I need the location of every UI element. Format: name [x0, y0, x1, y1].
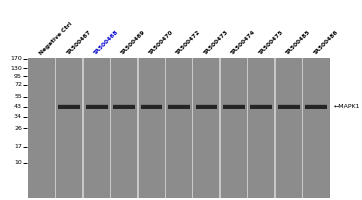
Text: TA500467: TA500467 [66, 29, 92, 56]
Bar [306, 104, 327, 105]
Text: 95: 95 [14, 73, 22, 78]
Bar [278, 105, 300, 109]
Text: TA500469: TA500469 [121, 30, 147, 56]
Bar [110, 58, 111, 198]
Bar [168, 105, 190, 109]
Text: 26: 26 [14, 126, 22, 130]
Text: 130: 130 [10, 66, 22, 71]
Bar [137, 58, 139, 198]
Text: TA500470: TA500470 [148, 30, 174, 56]
Text: Negative Ctrl: Negative Ctrl [38, 21, 73, 56]
Bar [223, 104, 245, 105]
Text: TA500486: TA500486 [313, 29, 339, 56]
Bar [302, 58, 303, 198]
Bar [82, 58, 84, 198]
Bar [141, 104, 163, 105]
Text: TA500474: TA500474 [230, 29, 257, 56]
Text: TA500472: TA500472 [176, 29, 202, 56]
Bar [113, 105, 135, 109]
Bar [168, 104, 190, 105]
Bar [58, 105, 80, 109]
Text: 170: 170 [10, 56, 22, 62]
Bar [86, 105, 108, 109]
Text: 72: 72 [14, 82, 22, 88]
Bar [274, 58, 276, 198]
Bar [195, 105, 217, 109]
Bar [55, 58, 56, 198]
Bar [164, 58, 166, 198]
Text: 17: 17 [14, 144, 22, 150]
Bar [58, 104, 80, 105]
Text: 10: 10 [14, 160, 22, 166]
Text: ←MAPK1: ←MAPK1 [334, 104, 361, 110]
Bar [141, 105, 163, 109]
Bar [86, 104, 108, 105]
Bar [195, 104, 217, 105]
Text: 43: 43 [14, 104, 22, 110]
Bar [28, 58, 330, 198]
Text: TA500468: TA500468 [93, 29, 119, 56]
Bar [251, 105, 272, 109]
Bar [192, 58, 193, 198]
Text: TA500473: TA500473 [203, 29, 230, 56]
Text: TA500485: TA500485 [285, 29, 312, 56]
Bar [219, 58, 221, 198]
Bar [278, 104, 300, 105]
Text: 34: 34 [14, 114, 22, 119]
Text: TA500475: TA500475 [258, 29, 284, 56]
Bar [113, 104, 135, 105]
Bar [247, 58, 248, 198]
Bar [251, 104, 272, 105]
Text: 55: 55 [14, 95, 22, 99]
Bar [306, 105, 327, 109]
Bar [223, 105, 245, 109]
